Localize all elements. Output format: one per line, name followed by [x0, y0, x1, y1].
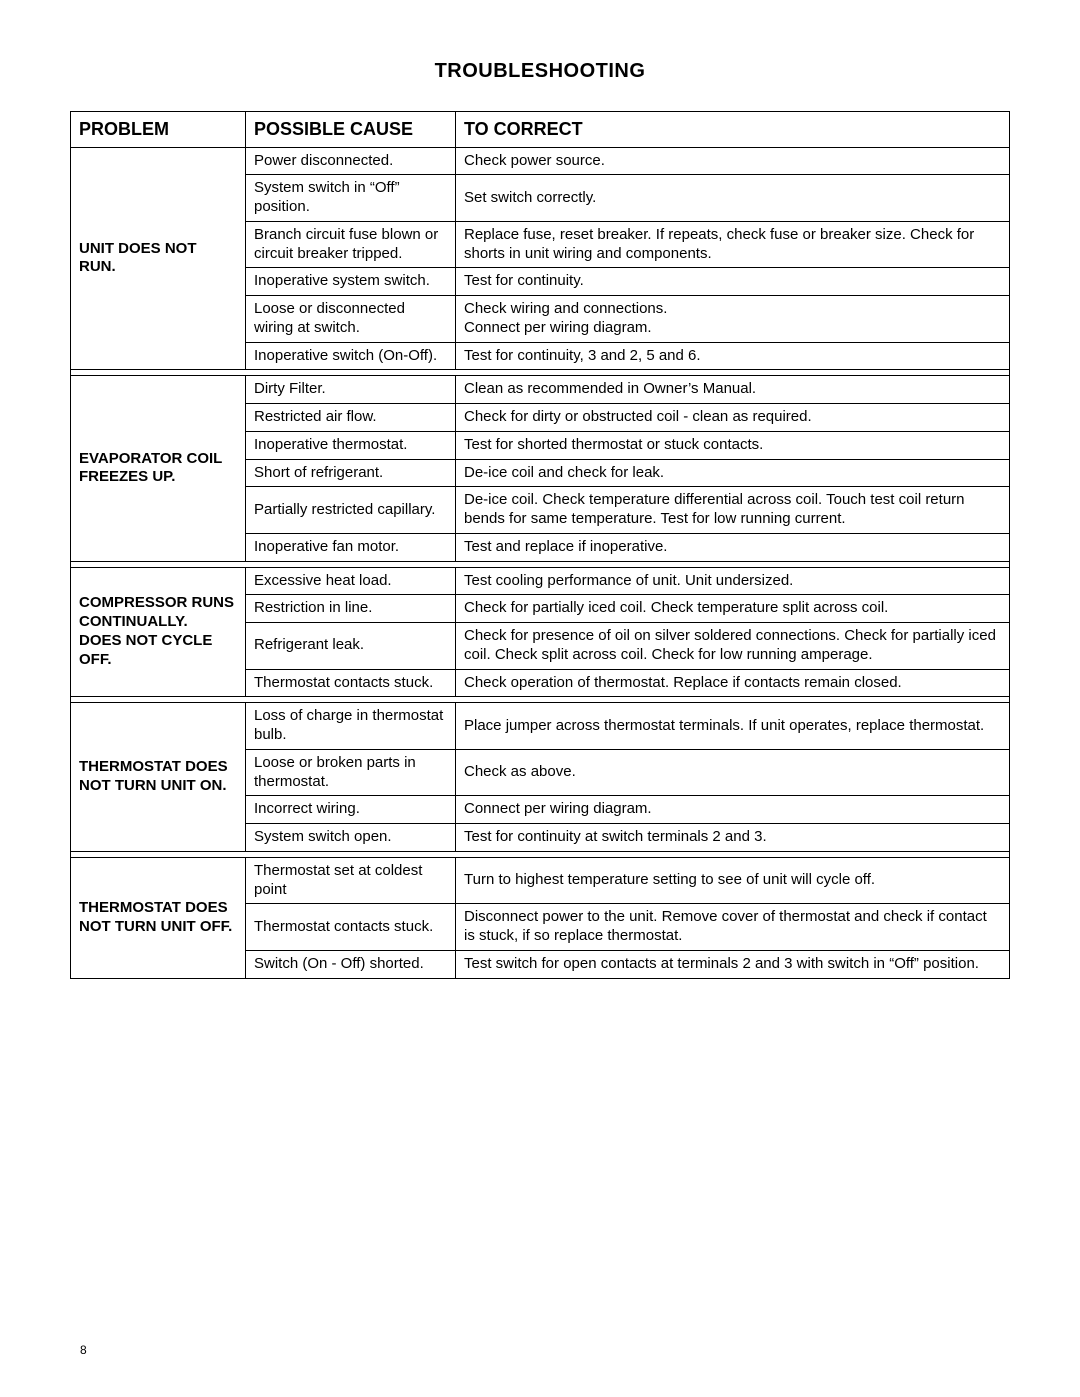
cause-cell: Inoperative thermostat.	[246, 431, 456, 459]
correct-cell: Check wiring and connections.Connect per…	[456, 296, 1010, 343]
correct-cell: Check for partially iced coil. Check tem…	[456, 595, 1010, 623]
correct-cell: Test for continuity at switch terminals …	[456, 824, 1010, 852]
cause-cell: Dirty Filter.	[246, 376, 456, 404]
page-number: 8	[80, 1343, 87, 1357]
table-row: UNIT DOES NOT RUN.Power disconnected.Che…	[71, 147, 1010, 175]
correct-cell: De-ice coil. Check temperature different…	[456, 487, 1010, 534]
correct-cell: Test and replace if inoperative.	[456, 533, 1010, 561]
cause-cell: Inoperative switch (On-Off).	[246, 342, 456, 370]
cause-cell: Branch circuit fuse blown or circuit bre…	[246, 221, 456, 268]
correct-cell: Check for presence of oil on silver sold…	[456, 623, 1010, 670]
cause-cell: Thermostat set at coldest point	[246, 857, 456, 904]
correct-cell: Clean as recommended in Owner’s Manual.	[456, 376, 1010, 404]
problem-cell: COMPRESSOR RUNS CONTINUALLY.DOES NOT CYC…	[71, 567, 246, 697]
cause-cell: Loose or disconnected wiring at switch.	[246, 296, 456, 343]
cause-cell: Power disconnected.	[246, 147, 456, 175]
cause-cell: Thermostat contacts stuck.	[246, 904, 456, 951]
table-header-row: PROBLEM POSSIBLE CAUSE TO CORRECT	[71, 112, 1010, 148]
table-row: THERMOSTAT DOES NOT TURN UNIT OFF.Thermo…	[71, 857, 1010, 904]
cause-cell: Partially restricted capillary.	[246, 487, 456, 534]
table-row: THERMOSTAT DOES NOT TURN UNIT ON.Loss of…	[71, 703, 1010, 750]
correct-cell: Test for continuity, 3 and 2, 5 and 6.	[456, 342, 1010, 370]
correct-cell: Disconnect power to the unit. Remove cov…	[456, 904, 1010, 951]
correct-cell: Test switch for open contacts at termina…	[456, 950, 1010, 978]
correct-cell: Test for shorted thermostat or stuck con…	[456, 431, 1010, 459]
cause-cell: Refrigerant leak.	[246, 623, 456, 670]
correct-cell: Set switch correctly.	[456, 175, 1010, 222]
troubleshooting-table: PROBLEM POSSIBLE CAUSE TO CORRECT UNIT D…	[70, 111, 1010, 979]
cause-cell: System switch in “Off” position.	[246, 175, 456, 222]
correct-cell: Connect per wiring diagram.	[456, 796, 1010, 824]
cause-cell: Restricted air ﬂow.	[246, 404, 456, 432]
cause-cell: Short of refrigerant.	[246, 459, 456, 487]
correct-cell: Place jumper across thermostat terminals…	[456, 703, 1010, 750]
correct-cell: Check power source.	[456, 147, 1010, 175]
col-header-cause: POSSIBLE CAUSE	[246, 112, 456, 148]
cause-cell: Loss of charge in thermostat bulb.	[246, 703, 456, 750]
correct-cell: Test for continuity.	[456, 268, 1010, 296]
cause-cell: Inoperative system switch.	[246, 268, 456, 296]
table-row: EVAPORATOR COIL FREEZES UP.Dirty Filter.…	[71, 376, 1010, 404]
problem-cell: THERMOSTAT DOES NOT TURN UNIT OFF.	[71, 857, 246, 978]
correct-cell: Check as above.	[456, 749, 1010, 796]
problem-cell: THERMOSTAT DOES NOT TURN UNIT ON.	[71, 703, 246, 852]
page: TROUBLESHOOTING PROBLEM POSSIBLE CAUSE T…	[0, 0, 1080, 1397]
correct-cell: De-ice coil and check for leak.	[456, 459, 1010, 487]
page-title: TROUBLESHOOTING	[70, 60, 1010, 83]
cause-cell: Inoperative fan motor.	[246, 533, 456, 561]
cause-cell: Restriction in line.	[246, 595, 456, 623]
table-row: COMPRESSOR RUNS CONTINUALLY.DOES NOT CYC…	[71, 567, 1010, 595]
cause-cell: Thermostat contacts stuck.	[246, 669, 456, 697]
cause-cell: System switch open.	[246, 824, 456, 852]
cause-cell: Loose or broken parts in thermostat.	[246, 749, 456, 796]
table-body: UNIT DOES NOT RUN.Power disconnected.Che…	[71, 147, 1010, 978]
col-header-problem: PROBLEM	[71, 112, 246, 148]
problem-cell: UNIT DOES NOT RUN.	[71, 147, 246, 370]
correct-cell: Replace fuse, reset breaker. If repeats,…	[456, 221, 1010, 268]
cause-cell: Incorrect wiring.	[246, 796, 456, 824]
correct-cell: Test cooling performance of unit. Unit u…	[456, 567, 1010, 595]
correct-cell: Turn to highest temperature setting to s…	[456, 857, 1010, 904]
problem-cell: EVAPORATOR COIL FREEZES UP.	[71, 376, 246, 561]
cause-cell: Switch (On - Off) shorted.	[246, 950, 456, 978]
col-header-correct: TO CORRECT	[456, 112, 1010, 148]
cause-cell: Excessive heat load.	[246, 567, 456, 595]
correct-cell: Check operation of thermostat. Replace i…	[456, 669, 1010, 697]
correct-cell: Check for dirty or obstructed coil - cle…	[456, 404, 1010, 432]
